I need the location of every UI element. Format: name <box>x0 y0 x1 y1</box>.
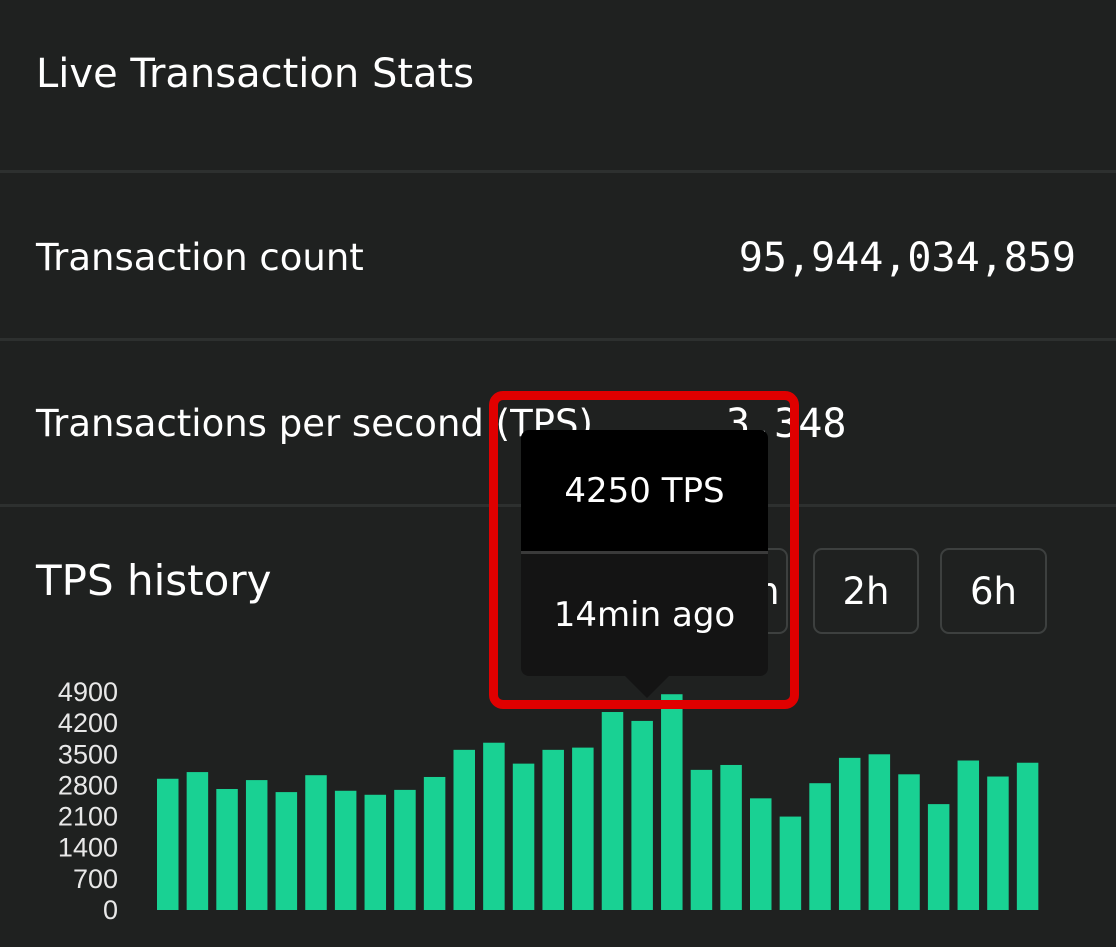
chart-bar[interactable] <box>631 720 653 910</box>
chart-bar[interactable] <box>927 804 950 910</box>
chart-bar[interactable] <box>572 747 594 910</box>
chart-bar[interactable] <box>423 776 446 910</box>
divider <box>0 170 1116 173</box>
chart-bar[interactable] <box>334 790 357 910</box>
chart-bar[interactable] <box>157 778 179 910</box>
y-tick-label: 4200 <box>58 708 118 738</box>
chart-bar[interactable] <box>809 783 831 910</box>
chart-bar[interactable] <box>512 763 535 910</box>
tooltip-time: 14min ago <box>521 554 768 676</box>
chart-bar[interactable] <box>542 749 564 910</box>
chart-bar[interactable] <box>750 798 772 910</box>
chart-bar[interactable] <box>601 712 624 910</box>
chart-bar[interactable] <box>394 789 416 910</box>
y-tick-label: 2800 <box>58 770 118 800</box>
chart-bar[interactable] <box>453 749 476 910</box>
chart-bar[interactable] <box>305 775 327 910</box>
y-tick-label: 0 <box>103 895 118 925</box>
tooltip-value: 4250 TPS <box>521 430 768 551</box>
chart-bar[interactable] <box>186 772 209 910</box>
chart-bar[interactable] <box>868 754 891 910</box>
transaction-count-value: 95,944,034,859 <box>738 235 1076 281</box>
y-tick-label: 2100 <box>58 802 118 832</box>
tooltip-divider <box>521 551 768 554</box>
tooltip-arrow <box>625 676 669 698</box>
chart-bar[interactable] <box>661 694 683 910</box>
y-tick-label: 1400 <box>58 833 118 863</box>
y-tick-label: 3500 <box>58 739 118 769</box>
chart-bar[interactable] <box>216 788 238 910</box>
chart-bar[interactable] <box>364 794 387 910</box>
chart-bar[interactable] <box>690 769 713 910</box>
chart-bar[interactable] <box>779 816 802 910</box>
page-title: Live Transaction Stats <box>36 51 475 97</box>
chart-bar[interactable] <box>245 780 268 910</box>
range-button-2h[interactable]: 2h <box>813 548 919 634</box>
chart-bar[interactable] <box>1016 762 1039 910</box>
range-button-6h[interactable]: 6h <box>940 548 1047 634</box>
y-tick-label: 700 <box>73 864 118 894</box>
divider <box>0 338 1116 341</box>
chart-bar[interactable] <box>275 792 298 910</box>
chart-bar[interactable] <box>987 776 1009 910</box>
chart-tooltip: 4250 TPS 14min ago <box>521 430 768 698</box>
y-tick-label: 4900 <box>58 677 118 707</box>
transaction-count-label: Transaction count <box>36 236 364 279</box>
tps-label: Transactions per second (TPS) <box>36 402 593 445</box>
tps-history-title: TPS history <box>36 556 272 605</box>
chart-bar[interactable] <box>838 757 861 910</box>
chart-bar[interactable] <box>957 760 980 910</box>
chart-bar[interactable] <box>898 774 920 910</box>
chart-bar[interactable] <box>483 742 505 910</box>
chart-bar[interactable] <box>720 764 742 910</box>
